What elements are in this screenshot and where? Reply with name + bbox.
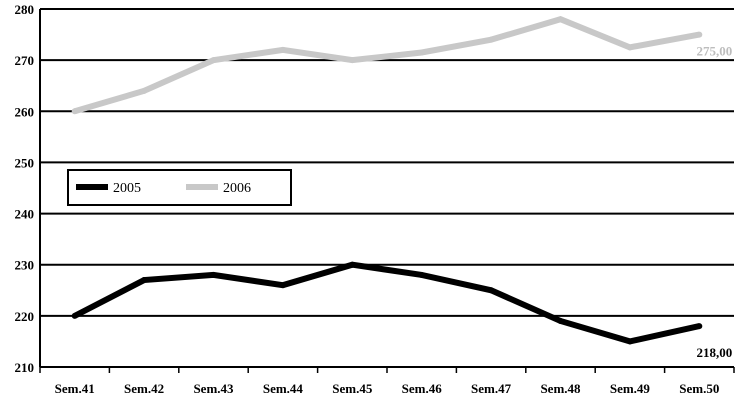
data-point-2006 [279, 46, 286, 53]
end-labels: 218,00 275,00 [697, 44, 733, 361]
data-point-2005 [349, 261, 356, 268]
y-tick-label: 280 [15, 2, 35, 17]
data-point-2006 [141, 87, 148, 94]
legend-label-2006: 2006 [223, 181, 251, 196]
y-tick-label: 260 [15, 104, 35, 119]
data-point-2005 [210, 271, 217, 278]
data-point-2006 [557, 16, 564, 23]
data-point-2005 [557, 317, 564, 324]
legend-box [67, 169, 292, 206]
y-axis-ticks: 210 220 230 240 250 260 270 280 [15, 2, 35, 375]
x-tick-label: Sem.49 [610, 381, 651, 396]
data-point-2005 [141, 277, 148, 284]
y-tick-label: 220 [15, 309, 35, 324]
y-tick-label: 270 [15, 53, 35, 68]
legend: 2005 2006 [67, 169, 292, 206]
x-tick-label: Sem.44 [263, 381, 304, 396]
x-tick-label: Sem.46 [402, 381, 443, 396]
x-tick-label: Sem.45 [332, 381, 373, 396]
data-point-2006 [626, 44, 633, 51]
x-tick-label: Sem.50 [679, 381, 719, 396]
y-tick-label: 240 [15, 207, 35, 222]
data-point-2006 [488, 36, 495, 43]
legend-label-2005: 2005 [113, 181, 141, 196]
data-point-2006 [418, 49, 425, 56]
data-point-2005 [626, 338, 633, 345]
data-point-2005 [696, 323, 703, 330]
end-label-2006: 275,00 [697, 44, 733, 59]
data-point-2005 [71, 312, 78, 319]
x-tick-label: Sem.43 [193, 381, 234, 396]
data-point-2006 [349, 57, 356, 64]
series-lines [71, 16, 703, 345]
x-tick-label: Sem.41 [55, 381, 95, 396]
y-tick-label: 230 [15, 258, 35, 273]
series-line-2005 [73, 261, 700, 345]
grid-lines [39, 8, 734, 367]
series-line-2006 [73, 16, 700, 115]
x-axis: Sem.41 Sem.42 Sem.43 Sem.44 Sem.45 Sem.46 Sem.… [39, 366, 735, 396]
data-point-2006 [210, 57, 217, 64]
y-tick-label: 250 [15, 155, 35, 170]
y-tick-label: 210 [15, 360, 35, 375]
data-point-2005 [279, 282, 286, 289]
x-tick-label: Sem.42 [124, 381, 164, 396]
data-point-2005 [418, 271, 425, 278]
data-point-2006 [71, 108, 78, 115]
data-point-2005 [488, 287, 495, 294]
x-tick-label: Sem.47 [471, 381, 512, 396]
x-tick-label: Sem.48 [540, 381, 581, 396]
data-point-2006 [696, 31, 703, 38]
end-label-2005: 218,00 [697, 345, 733, 360]
